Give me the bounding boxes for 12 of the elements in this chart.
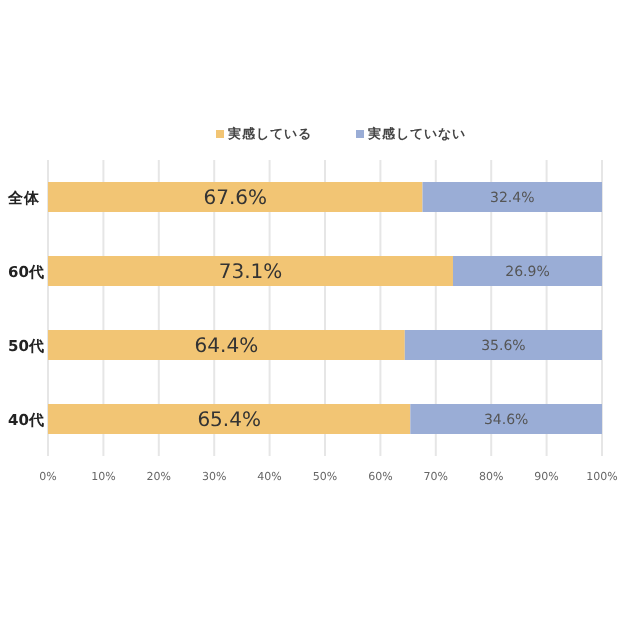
data-label: 64.4% xyxy=(194,336,259,358)
bar xyxy=(410,404,602,434)
bar xyxy=(422,182,602,212)
data-label: 73.1% xyxy=(218,262,283,284)
bar xyxy=(404,330,602,360)
data-label: 67.6% xyxy=(203,188,268,210)
data-label: 65.4% xyxy=(197,410,261,432)
bar xyxy=(48,330,405,360)
bar xyxy=(48,404,411,434)
bar xyxy=(452,256,602,286)
bar xyxy=(48,182,423,212)
bar xyxy=(48,256,453,286)
